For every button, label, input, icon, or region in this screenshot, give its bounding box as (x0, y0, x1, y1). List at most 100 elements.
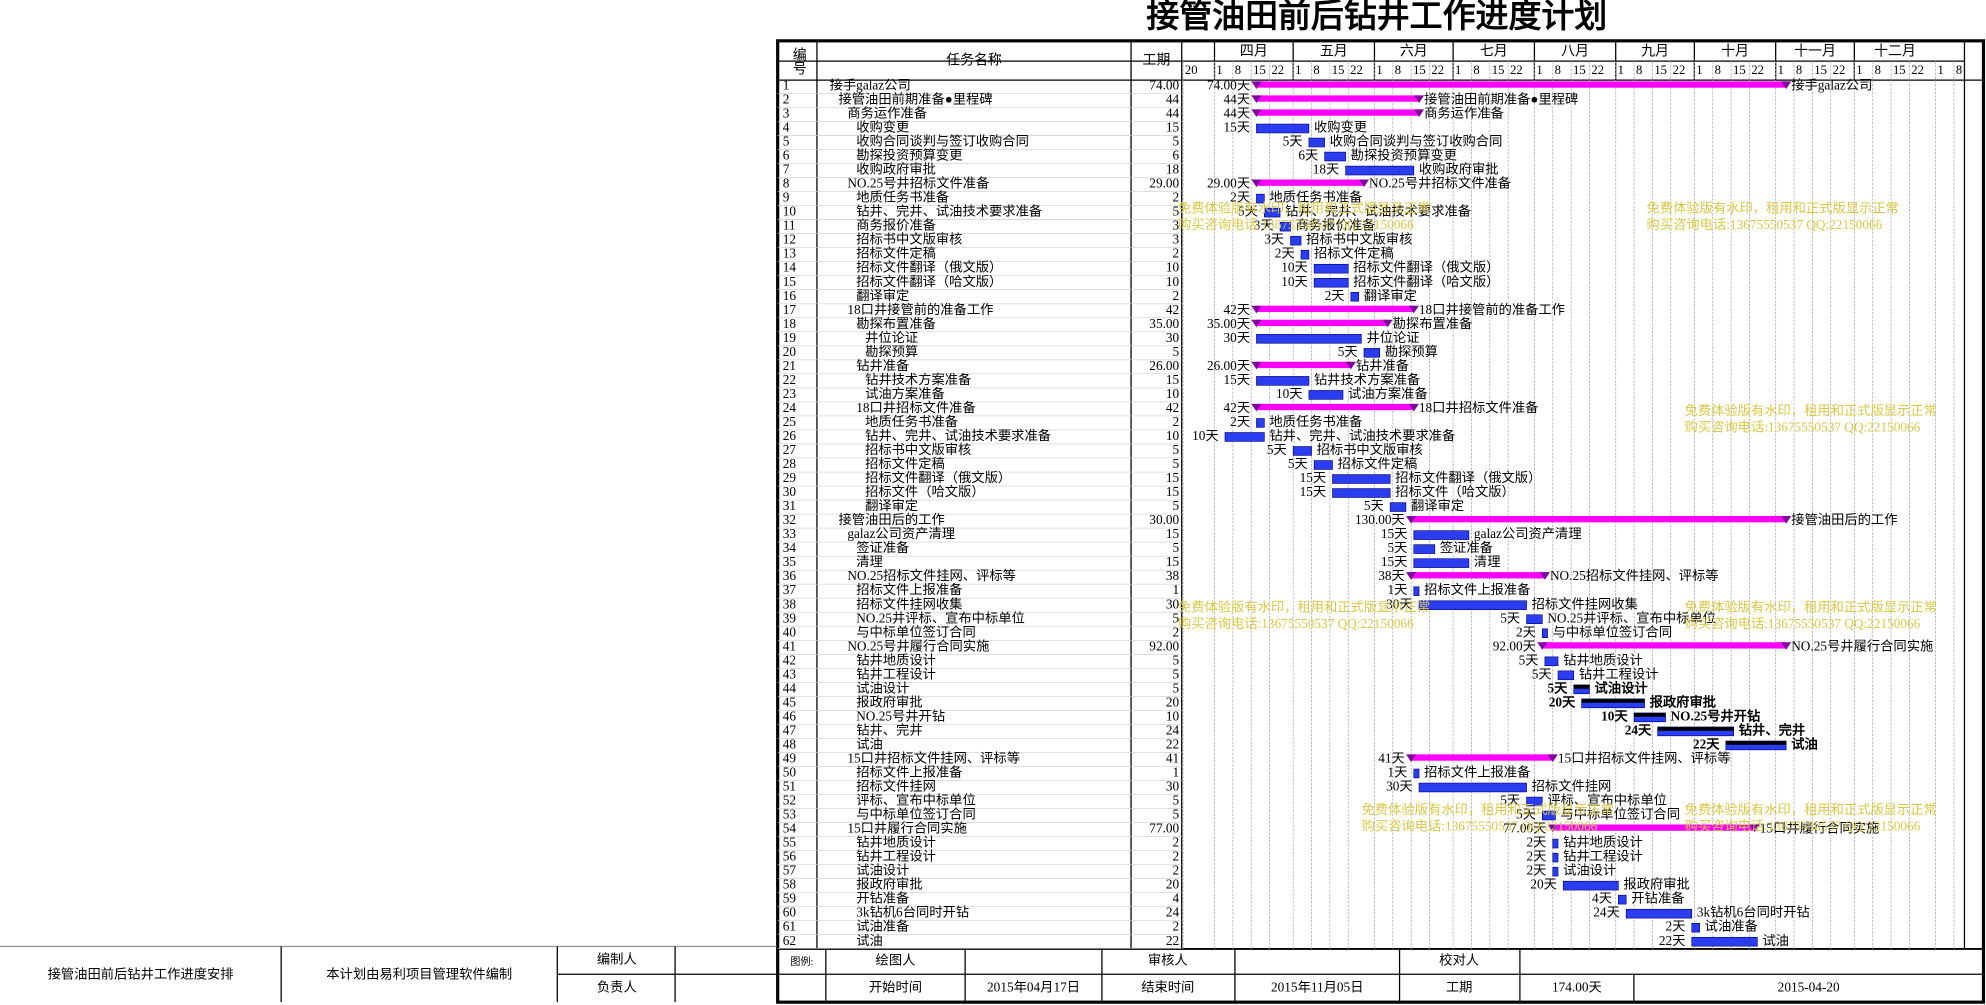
task-duration: 74.00 (1149, 77, 1179, 92)
task-duration: 10 (1166, 274, 1180, 289)
task-id: 37 (783, 582, 797, 597)
x-tick-label: 8 (1395, 63, 1401, 77)
bar-label: 77.00天 (1503, 821, 1546, 836)
task-bar (1413, 558, 1470, 568)
task-id: 3 (783, 106, 790, 121)
task-id: 36 (783, 568, 797, 583)
summary-end (1345, 361, 1356, 370)
month-label: 十二月 (1874, 43, 1916, 59)
bar-label: 130.00天 (1355, 512, 1405, 527)
bar-name: 钻井准备 (1356, 357, 1409, 373)
task-name: 评标、宣布中标单位 (856, 793, 976, 808)
x-tick-label: 22 (1911, 63, 1924, 77)
task-bar (1413, 586, 1420, 596)
task-duration: 38 (1166, 568, 1180, 583)
task-bar (1313, 277, 1349, 288)
task-duration: 26.00 (1149, 358, 1179, 373)
title: 接管油田前后钻井工作进度计划 (1146, 0, 1607, 35)
task-duration: 30 (1166, 330, 1180, 345)
bar-label: 15天 (1381, 526, 1408, 541)
task-name: 收购变更 (856, 120, 909, 135)
x-tick-label: 8 (1313, 63, 1319, 77)
watermark: 免费体验版有水印，租用和正式版显示正常 (1178, 599, 1430, 614)
summary-bar (1256, 95, 1420, 102)
summary-end (1251, 109, 1262, 118)
task-id: 59 (783, 891, 797, 906)
watermark: 购买咨询电话:13675550537 QQ:22150066 (1685, 818, 1921, 833)
task-bar (1691, 936, 1758, 947)
watermark: 免费体验版有水印，租用和正式版显示正常 (1685, 802, 1937, 817)
x-tick-label: 8 (1875, 63, 1881, 77)
task-duration: 5 (1173, 807, 1180, 822)
task-bar (1224, 432, 1265, 442)
sidebar-title: 接管油田前后钻井工作进度安排 (48, 966, 234, 982)
x-tick-label: 1 (1618, 63, 1624, 77)
bar-name: 评标、宣布中标单位 (1547, 793, 1667, 808)
bar-label: 44天 (1224, 106, 1251, 121)
bar-name: 地质任务书准备 (1269, 413, 1362, 429)
task-name: 招标文件翻译（俄文版） (856, 260, 1002, 275)
task-bar (1292, 446, 1312, 456)
bar-label: 24天 (1625, 722, 1652, 737)
task-duration: 22 (1166, 736, 1179, 751)
task-duration: 4 (1173, 891, 1180, 906)
task-name: 招标文件定稿 (865, 456, 945, 471)
task-bar (1264, 207, 1281, 218)
task-name: 招标书中文版审核 (865, 442, 971, 457)
bar-name: 18口井接管前的准备工作 (1419, 301, 1565, 317)
bar-name: 招标文件上报准备 (1424, 764, 1530, 780)
task-bar (1552, 838, 1559, 849)
task-name: 试油设计 (856, 680, 909, 695)
task-bar (1413, 768, 1420, 779)
critical-top (1657, 726, 1734, 731)
task-id: 18 (783, 316, 797, 331)
bar-label: 10天 (1281, 274, 1308, 289)
task-bar (1256, 123, 1310, 134)
x-tick-label: 8 (1555, 63, 1561, 77)
critical-top (1634, 712, 1666, 717)
task-bar (1618, 894, 1627, 905)
task-bar (1544, 656, 1559, 667)
task-id: 33 (783, 526, 797, 541)
task-name: NO.25招标文件挂网、评标等 (847, 567, 1016, 583)
task-bar (1413, 530, 1470, 540)
task-id: 29 (783, 470, 797, 485)
bar-label: 15天 (1381, 554, 1408, 569)
bar-label: 5天 (1288, 456, 1308, 471)
task-id: 61 (783, 919, 796, 934)
task-name: 收购政府审批 (856, 162, 936, 177)
watermark: 免费体验版有水印，租用和正式版显示正常 (1178, 200, 1430, 215)
critical-top (1581, 698, 1645, 703)
task-duration: 42 (1166, 400, 1179, 415)
bar-name: 招标文件上报准备 (1424, 581, 1530, 597)
bar-name: 钻井工程设计 (1563, 849, 1643, 864)
task-duration: 5 (1173, 344, 1180, 359)
x-tick-label: 1 (1696, 63, 1702, 77)
bar-label: 2天 (1665, 919, 1685, 934)
task-duration: 5 (1173, 442, 1180, 457)
bar-name: 翻译审定 (1411, 498, 1464, 513)
task-name: 钻井技术方案准备 (865, 371, 971, 387)
task-name: NO.25号井履行合同实施 (847, 638, 989, 653)
bar-label: 15天 (1224, 120, 1251, 135)
x-tick-label: 8 (1796, 63, 1802, 77)
x-tick-label: 8 (1473, 63, 1479, 77)
task-duration: 5 (1173, 666, 1180, 681)
watermark: 购买咨询电话:13675550537 QQ:22150066 (1685, 616, 1921, 631)
task-id: 41 (783, 638, 796, 653)
x-tick-label: 8 (1235, 63, 1241, 77)
summary-end (1251, 179, 1262, 188)
watermark: 购买咨询电话:13675550537 QQ:22150066 (1685, 419, 1921, 434)
bar-name: 报政府审批 (1650, 693, 1717, 709)
summary-end (1413, 109, 1425, 118)
task-duration: 92.00 (1149, 638, 1179, 653)
month-label: 十一月 (1794, 43, 1836, 59)
footer-label: 开始时间 (869, 979, 922, 994)
summary-bar (1256, 179, 1364, 186)
task-name: 清理 (856, 554, 883, 569)
x-tick-label: 15 (1413, 63, 1426, 77)
task-bar (1256, 334, 1362, 344)
task-bar (1552, 866, 1559, 877)
task-bar (1345, 165, 1415, 176)
